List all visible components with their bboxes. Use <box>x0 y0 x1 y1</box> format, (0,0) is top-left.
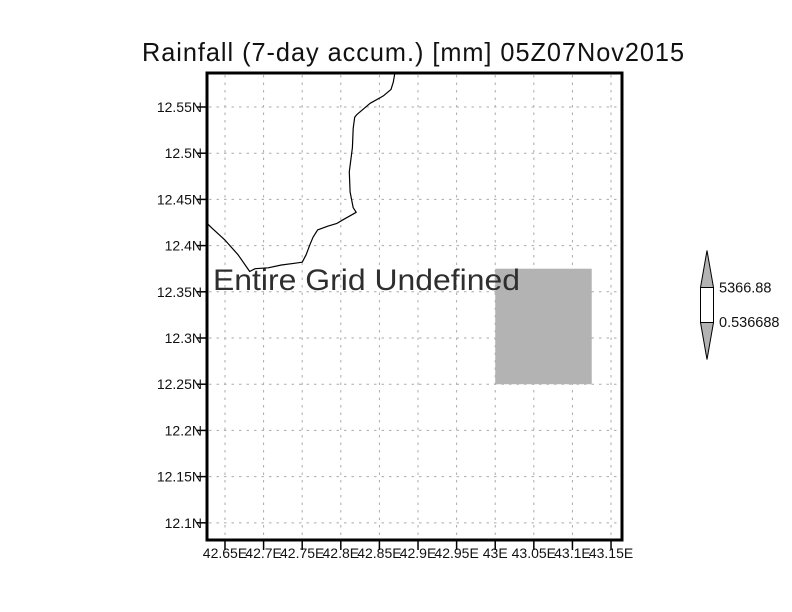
y-tick-label: 12.4N <box>165 238 202 254</box>
colorbar-max-label: 5366.88 <box>719 281 771 297</box>
y-tick-label: 12.3N <box>165 330 202 346</box>
y-tick-label: 12.25N <box>157 376 202 392</box>
y-tick-label: 12.5N <box>165 145 202 161</box>
x-tick-label: 43E <box>483 545 508 561</box>
colorbar: 5366.88 0.536688 <box>699 250 779 360</box>
x-tick-label: 42.7E <box>245 545 282 561</box>
x-tick-label: 42.75E <box>280 545 324 561</box>
x-tick-label: 42.95E <box>434 545 478 561</box>
y-tick-label: 12.55N <box>157 99 202 115</box>
y-tick-label: 12.15N <box>157 469 202 485</box>
colorbar-down-arrow <box>699 322 715 360</box>
colorbar-box <box>700 287 714 323</box>
x-tick-label: 43.15E <box>589 545 633 561</box>
colorbar-min-label: 0.536688 <box>719 315 779 331</box>
gridlines <box>209 75 620 538</box>
x-tick-label: 42.65E <box>203 545 247 561</box>
coastline <box>206 72 396 273</box>
y-tick-label: 12.35N <box>157 284 202 300</box>
x-tick-label: 42.9E <box>400 545 437 561</box>
y-tick-label: 12.1N <box>165 515 202 531</box>
x-tick-label: 42.8E <box>323 545 360 561</box>
y-tick-label: 12.2N <box>165 422 202 438</box>
chart-title: Rainfall (7-day accum.) [mm] 05Z07Nov201… <box>142 37 685 67</box>
x-tick-label: 43.05E <box>512 545 556 561</box>
colorbar-up-arrow <box>699 250 715 288</box>
grid-undefined-annotation: Entire Grid Undefined <box>213 264 520 297</box>
plot-frame <box>205 71 624 542</box>
x-tick-label: 42.85E <box>357 545 401 561</box>
y-tick-label: 12.45N <box>157 191 202 207</box>
y-axis: 12.55N 12.5N 12.45N 12.4N 12.35N 12.3N 12.25N 1… <box>157 99 206 531</box>
x-tick-label: 43.1E <box>554 545 591 561</box>
shaded-region <box>495 268 592 385</box>
